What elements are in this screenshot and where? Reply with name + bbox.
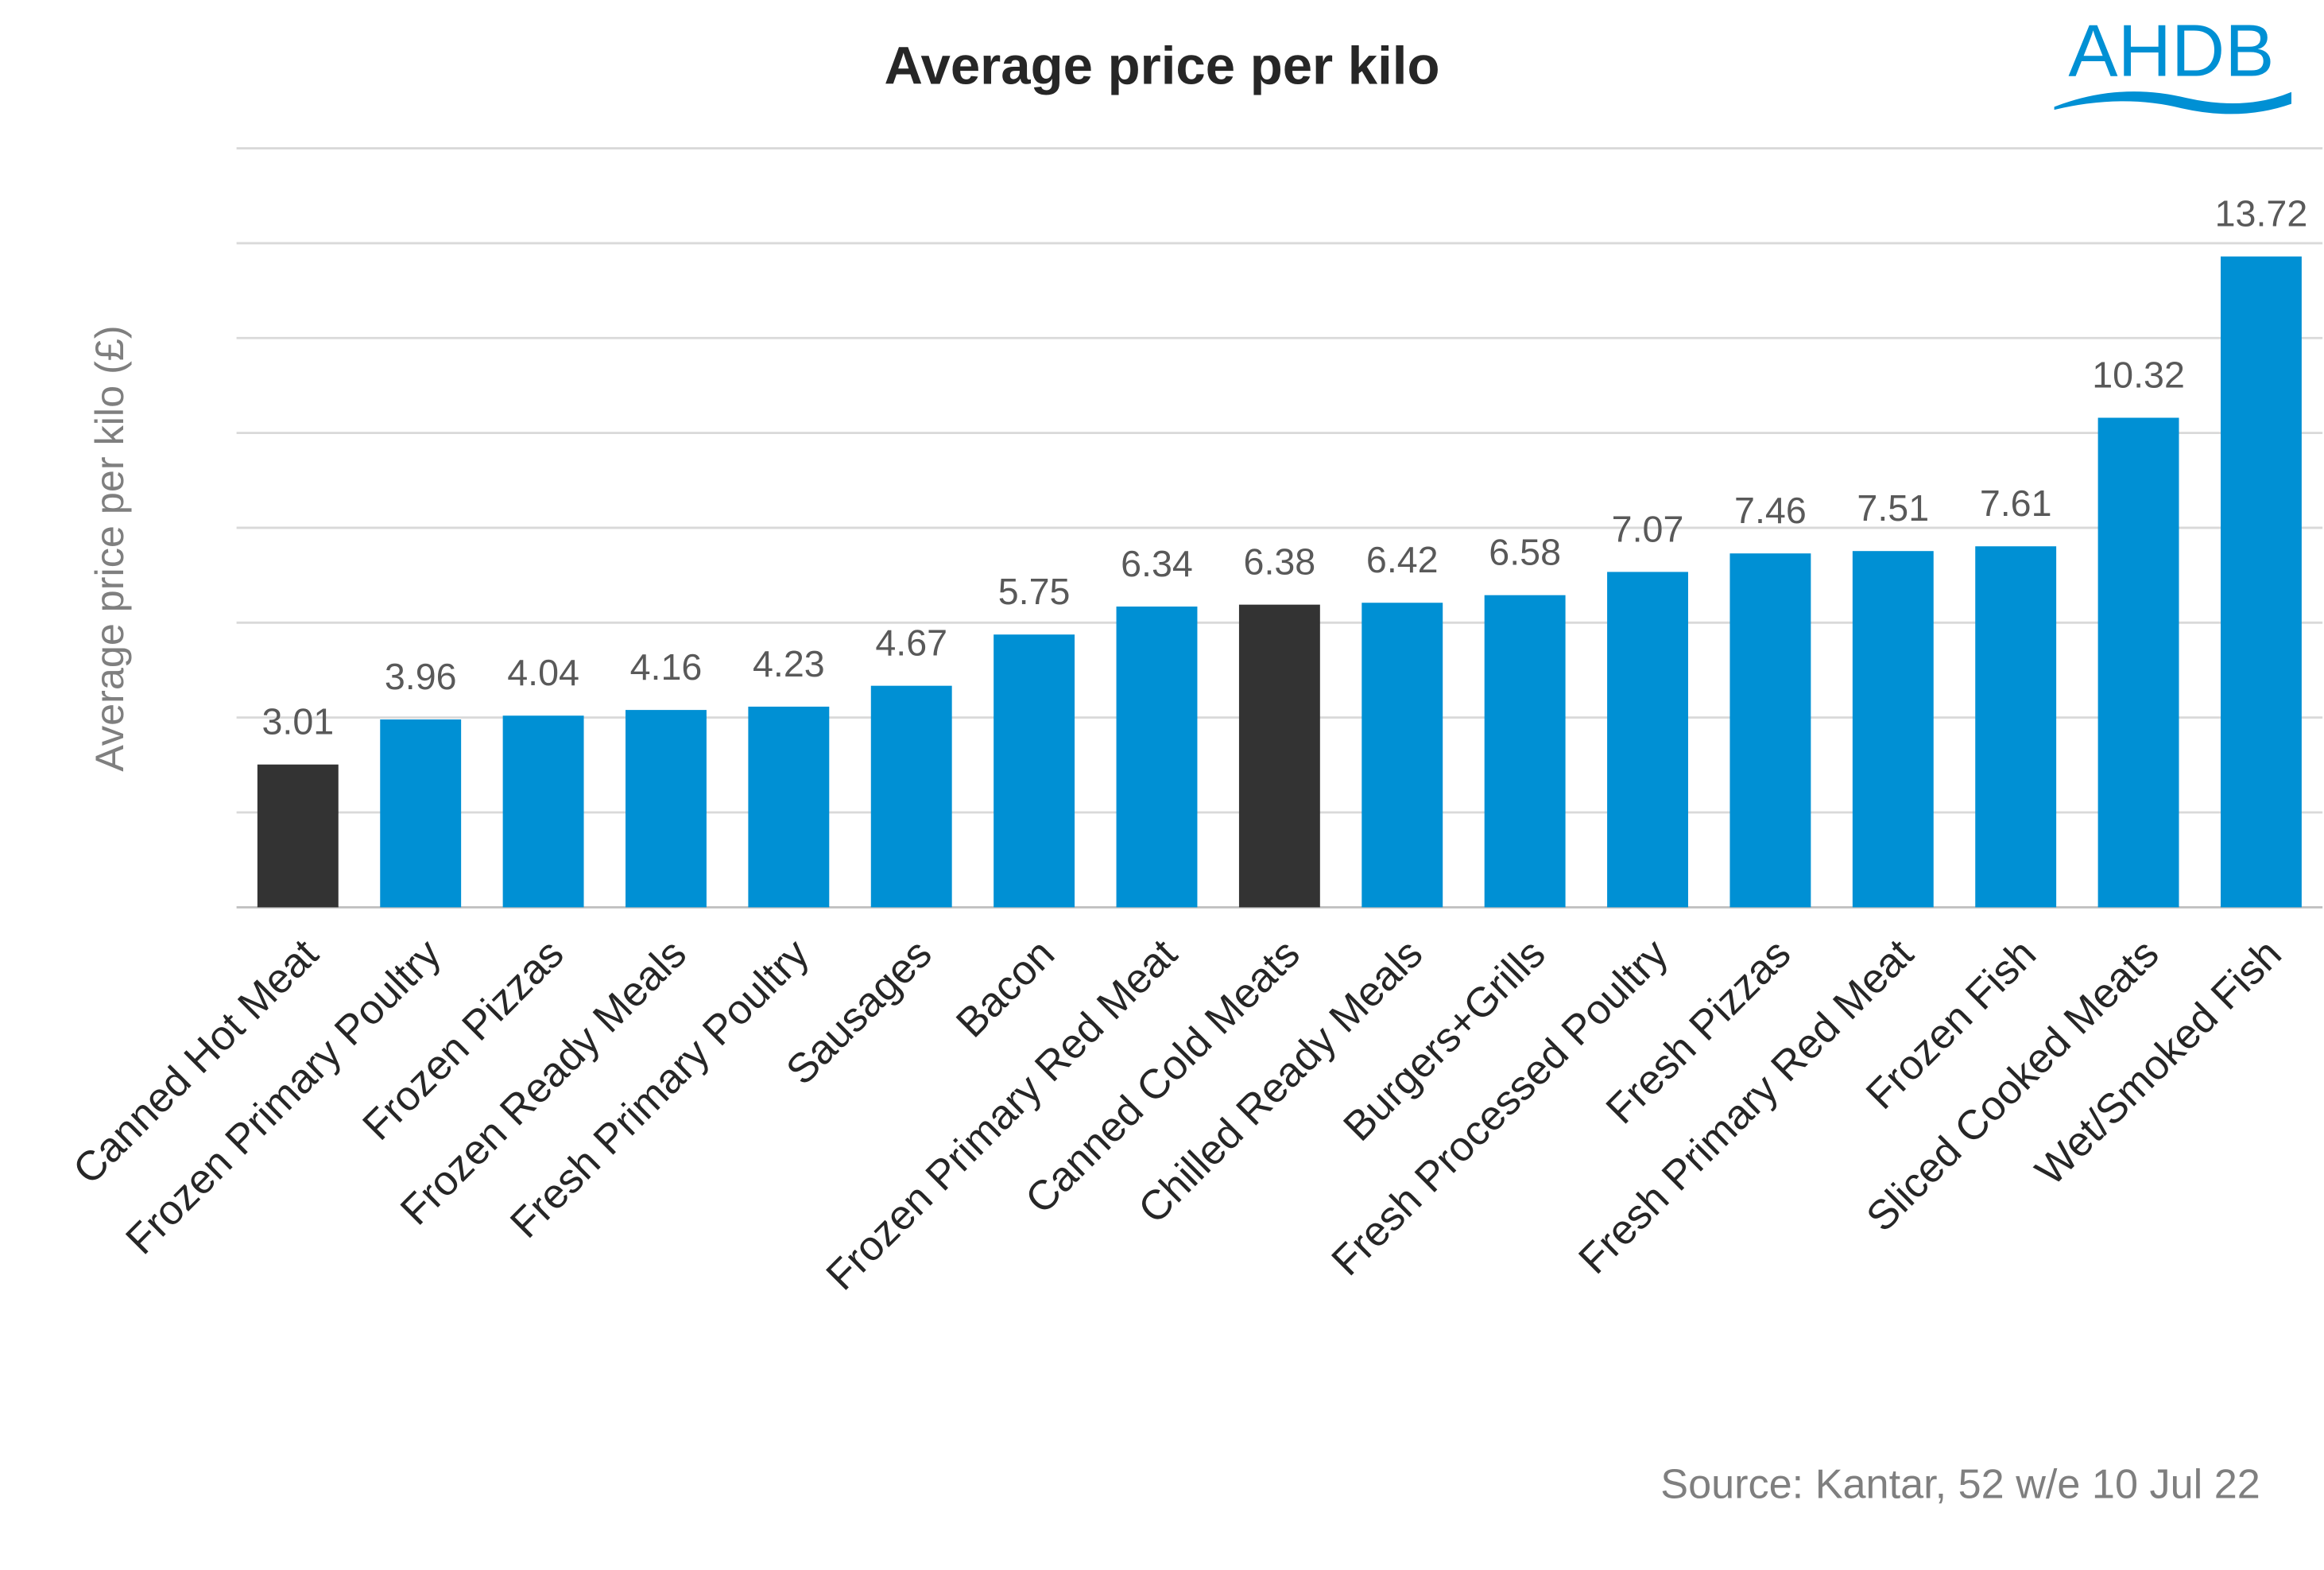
bar <box>2097 417 2179 908</box>
value-label: 7.07 <box>1612 508 1684 549</box>
bar <box>994 634 1075 908</box>
bar <box>257 764 339 908</box>
value-label: 6.38 <box>1244 541 1316 583</box>
logo-wave <box>2054 91 2291 114</box>
value-label: 6.34 <box>1121 543 1193 584</box>
chart-title: Average price per kilo <box>885 36 1440 95</box>
value-label: 6.42 <box>1366 539 1439 580</box>
bar <box>870 685 952 908</box>
value-label: 4.16 <box>630 646 703 688</box>
bar <box>1975 546 2057 908</box>
value-label: 7.51 <box>1857 487 1929 529</box>
value-label: 3.96 <box>385 656 457 697</box>
bar <box>380 719 462 908</box>
bar <box>2220 256 2302 908</box>
bar <box>1238 604 1320 908</box>
bar <box>1607 572 1688 908</box>
value-label: 4.04 <box>507 652 579 693</box>
bar <box>626 710 707 908</box>
bar <box>1361 603 1443 908</box>
bar <box>1484 595 1566 908</box>
value-label: 3.01 <box>261 701 334 742</box>
value-label: 4.23 <box>753 643 825 684</box>
logo: AHDB <box>2054 10 2291 114</box>
bar <box>1729 553 1811 908</box>
value-label: 4.67 <box>875 622 947 664</box>
value-label: 7.61 <box>1980 483 2052 524</box>
source: Source: Kantar, 52 w/e 10 Jul 22 <box>1660 1461 2260 1507</box>
bar <box>1116 607 1198 908</box>
value-label: 6.58 <box>1489 532 1561 573</box>
bar <box>1852 551 1934 908</box>
y-axis-label: Average price per kilo (£) <box>87 325 132 771</box>
value-label: 5.75 <box>998 571 1071 612</box>
x-tick-label: Bacon <box>947 931 1063 1047</box>
logo-text: AHDB <box>2068 10 2274 92</box>
bar <box>502 715 584 908</box>
value-label: 13.72 <box>2215 193 2308 235</box>
bar <box>748 706 830 908</box>
value-label: 10.32 <box>2092 354 2185 395</box>
value-label: 7.46 <box>1734 490 1807 531</box>
